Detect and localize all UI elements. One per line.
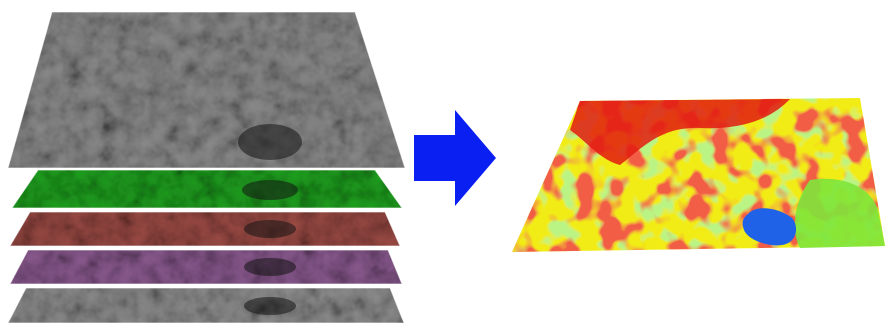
lake-feature (244, 258, 296, 276)
layer-edge (7, 287, 405, 323)
lake-feature (242, 180, 298, 200)
layer-surface (10, 212, 400, 246)
layer-edge (9, 211, 401, 247)
green-class-region (794, 178, 885, 248)
blue-class-water-body (742, 208, 797, 246)
input-layer-stack (7, 11, 406, 323)
layer-surface (8, 12, 405, 168)
right-arrow-icon (414, 110, 496, 206)
lake-feature (238, 124, 302, 160)
layer-surface (10, 250, 402, 284)
layer-green-band (11, 169, 403, 209)
layer-gray-band (7, 287, 405, 323)
red-class-region (570, 99, 790, 165)
layer-surface (12, 170, 402, 208)
layer-panchromatic (7, 11, 406, 169)
classified-output-map (512, 98, 885, 252)
layer-red-band (9, 211, 401, 247)
layer-surface (8, 288, 404, 323)
layer-edge (11, 169, 403, 209)
layer-edge (9, 249, 403, 285)
layer-purple-band (9, 249, 403, 285)
layer-edge (7, 11, 406, 169)
lake-feature (244, 297, 296, 315)
lake-feature (244, 220, 296, 238)
